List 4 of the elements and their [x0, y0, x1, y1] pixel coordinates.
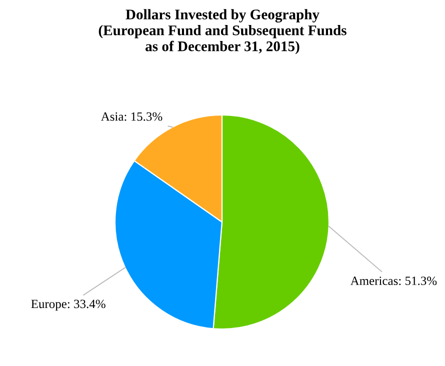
slice-label: Americas: 51.3% — [350, 276, 437, 286]
chart-title: Dollars Invested by Geography (European Fund and Subsequent Funds as of December 31, 2015) — [98, 9, 346, 54]
slice-label: Asia: 15.3% — [100, 112, 162, 121]
slice-label: Europe: 33.4% — [31, 300, 106, 311]
